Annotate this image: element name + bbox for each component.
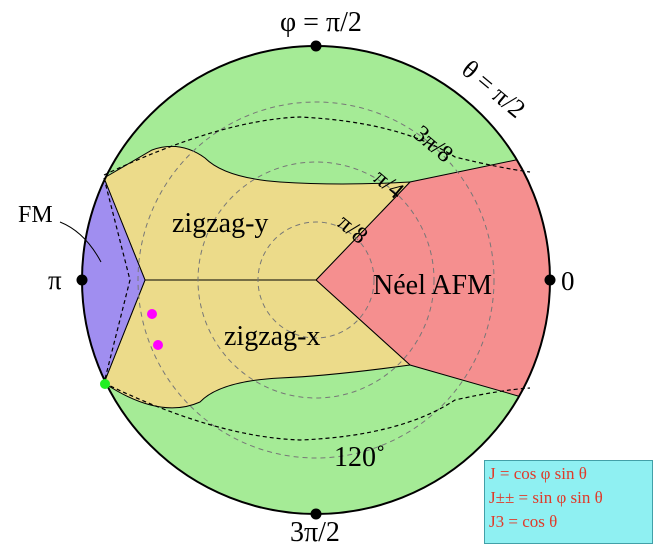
hamiltonian-legend: J = cos φ sin θ J±± = sin φ sin θ J3 = c… — [484, 460, 653, 544]
upper-dashed-boundary — [103, 116, 531, 176]
zigzag-y-label: zigzag-y — [172, 208, 268, 239]
legend-line-j3: J3 = cos θ — [489, 512, 558, 531]
fm-dashed-boundary — [103, 177, 131, 384]
lower-dashed-boundary — [103, 382, 531, 441]
phi-left-label: π — [48, 265, 62, 295]
phi-right-label: 0 — [561, 266, 575, 296]
phi-zero-marker — [544, 274, 556, 286]
neel-afm-label: Néel AFM — [373, 270, 492, 301]
zigzag-region — [103, 145, 412, 409]
fm-region — [82, 177, 146, 384]
fm-label: FM — [18, 202, 53, 228]
zigzag-x-label: zigzag-x — [224, 321, 320, 352]
phi-bottom-label: 3π/2 — [290, 517, 340, 548]
magenta-point-2 — [153, 340, 163, 350]
green-point — [100, 379, 110, 389]
phi-pi-half-marker — [310, 40, 322, 52]
legend-line-jpmpm: J±± = sin φ sin θ — [489, 488, 603, 507]
phi-3pi-half-marker — [310, 508, 322, 520]
angle-label: 120˚ — [334, 442, 385, 473]
legend-line-j: J = cos φ sin θ — [489, 464, 587, 483]
theta-3pi-8-circle — [137, 101, 495, 459]
theta-pi-4-circle — [197, 161, 435, 399]
magenta-point-1 — [147, 309, 157, 319]
phi-top-label: φ = π/2 — [280, 7, 362, 38]
theta-pi-8-circle — [257, 221, 375, 339]
fm-pointer-line — [59, 221, 102, 263]
phi-pi-marker — [76, 274, 88, 286]
